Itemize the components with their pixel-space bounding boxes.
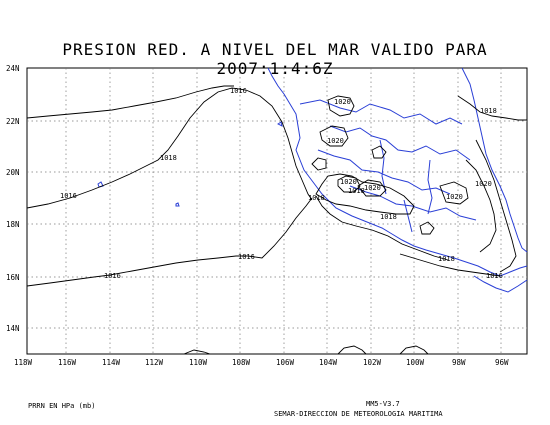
lat-tick-label: 24N (6, 64, 20, 73)
lon-tick-label: 98W (452, 358, 466, 367)
contour-label: 1018 (438, 255, 455, 263)
isobar-1020-a (337, 175, 361, 193)
isobar-1018-east (457, 95, 527, 121)
lon-tick-label: 116W (58, 358, 77, 367)
isobar-1020-c (327, 95, 355, 117)
isobar-1020-e (439, 181, 469, 205)
lat-tick-label: 16N (6, 273, 20, 282)
isobar-small-3 (419, 221, 435, 235)
contour-label: 1016 (238, 253, 255, 261)
isobar-1018-inner (315, 173, 415, 215)
island-2 (175, 202, 180, 207)
isobar-1016 (26, 197, 313, 287)
lon-tick-label: 106W (276, 358, 295, 367)
model-version: MM5-V3.7 (366, 400, 400, 408)
isobar-small-6 (399, 345, 429, 355)
mainland-coast (267, 67, 528, 277)
central-america-coast (473, 275, 528, 293)
contour-label: 1020 (334, 98, 351, 106)
lon-tick-label: 104W (319, 358, 338, 367)
isobars (26, 85, 527, 355)
isobar-1020-d (319, 125, 349, 147)
contour-label: 1018 (308, 194, 325, 202)
isobar-small-1 (311, 157, 327, 171)
lat-tick-label: 20N (6, 168, 20, 177)
lat-tick-label: 18N (6, 220, 20, 229)
lat-tick-label: 14N (6, 324, 20, 333)
credit-line: SEMAR-DIRECCION DE METEOROLOGIA MARITIMA (274, 410, 443, 418)
contour-label: 1018 (380, 213, 397, 221)
contour-label: 1018 (348, 187, 365, 195)
latitude-axis: 24N 22N 20N 18N 16N 14N (6, 64, 20, 333)
contour-label: 1016 (230, 87, 247, 95)
contour-label: 1020 (340, 178, 357, 186)
contour-label: 1020 (327, 137, 344, 145)
plot-frame (26, 67, 528, 355)
contour-label: 1016 (104, 272, 121, 280)
contour-label: 1020 (446, 193, 463, 201)
lon-tick-label: 110W (189, 358, 208, 367)
lon-tick-label: 108W (232, 358, 251, 367)
lon-tick-label: 96W (495, 358, 509, 367)
contour-label: 1016 (60, 192, 77, 200)
gulf-coast (461, 67, 528, 253)
isobar-1020-gulf (465, 159, 497, 253)
lat-tick-label: 22N (6, 117, 20, 126)
island-3 (277, 121, 283, 127)
contour-label: 1020 (364, 184, 381, 192)
lon-tick-label: 118W (14, 358, 33, 367)
lon-tick-label: 114W (102, 358, 121, 367)
isobar-1018-gulf (475, 139, 517, 273)
coastline (97, 67, 528, 293)
isobar-small-5 (337, 345, 367, 355)
longitude-axis: 118W 116W 114W 112W 110W 108W 106W 104W … (14, 358, 509, 367)
contour-label: 1018 (160, 154, 177, 162)
contour-label: 1018 (480, 107, 497, 115)
lon-tick-label: 100W (406, 358, 425, 367)
isobar-small-2 (371, 145, 387, 159)
isobar-1020-b (357, 179, 387, 197)
contour-label: 1016 (486, 272, 503, 280)
isobar-1018-west (26, 87, 313, 209)
lon-tick-label: 102W (363, 358, 382, 367)
lon-tick-label: 112W (145, 358, 164, 367)
units-note: PRRN EN HPa (mb) (28, 402, 96, 410)
contour-labels: 1016 1018 1016 1018 1016 1016 1018 1020 … (60, 87, 503, 280)
isobar-small-4 (183, 349, 211, 355)
isobar-1018-north (26, 85, 234, 119)
isobar-1016-south (399, 253, 501, 277)
state-borders (299, 99, 477, 233)
isobar-1016-inner (315, 195, 449, 261)
contour-label: 1020 (475, 180, 492, 188)
